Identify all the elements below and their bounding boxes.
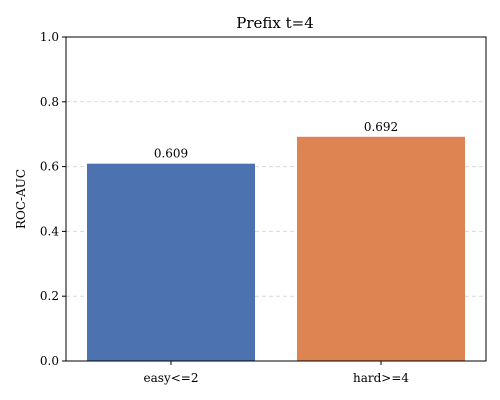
bar <box>297 136 465 361</box>
y-axis-ticks: 0.0 0.2 0.4 0.6 0.8 1.0 <box>40 30 66 368</box>
y-tick-label: 0.0 <box>40 354 59 368</box>
y-tick-label: 0.8 <box>40 95 59 109</box>
bar-value-label: 0.609 <box>154 147 188 161</box>
y-tick-label: 0.4 <box>40 224 59 238</box>
plot-frame <box>65 36 487 362</box>
y-tick-label: 0.2 <box>40 289 59 303</box>
x-axis-ticks: easy<=2 hard>=4 <box>144 361 409 385</box>
x-tick-label: hard>=4 <box>353 371 409 385</box>
bar-value-label: 0.692 <box>364 120 398 134</box>
bars: 0.609 0.692 <box>87 120 465 361</box>
y-axis-label: ROC-AUC <box>14 169 28 229</box>
x-tick-label: easy<=2 <box>144 371 199 385</box>
y-tick-label: 1.0 <box>40 30 59 44</box>
y-tick-label: 0.6 <box>40 160 59 174</box>
bar <box>87 163 255 361</box>
chart-title: Prefix t=4 <box>236 14 314 32</box>
